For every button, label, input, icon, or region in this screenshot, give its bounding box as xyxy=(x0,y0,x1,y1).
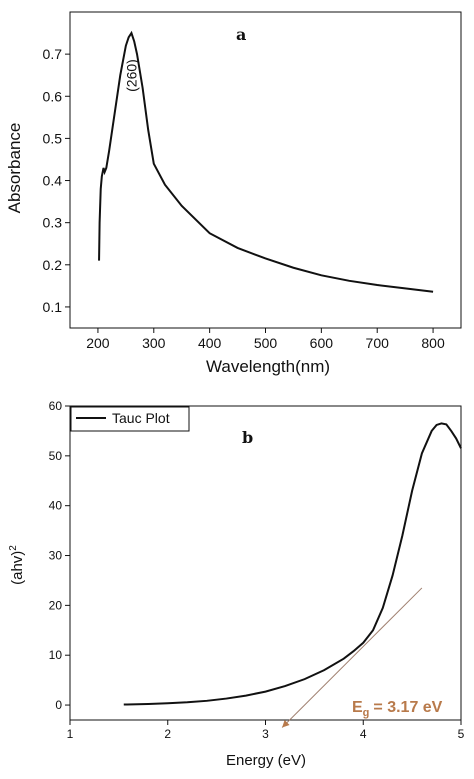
x-tick-label-a-400: 400 xyxy=(198,335,222,351)
x-tick-label-a-700: 700 xyxy=(366,335,390,351)
y-tick-label-a-0.7: 0.7 xyxy=(43,46,63,62)
y-tick-label-a-0.1: 0.1 xyxy=(43,299,63,315)
y-tick-label-a-0.3: 0.3 xyxy=(43,215,63,231)
y-axis-label-b: (ahv)2 xyxy=(8,545,26,585)
y-tick-label-b-50: 50 xyxy=(49,449,63,463)
chart-panel-a: 200 300 400 500 600 700 800 0.1 0.2 0.3 0.4 0.5 0.6… xyxy=(5,11,462,376)
x-axis-label-b: Energy (eV) xyxy=(226,752,306,769)
tauc-curve xyxy=(123,422,462,706)
legend-b: Tauc Plot xyxy=(70,406,190,432)
x-tick-label-a-200: 200 xyxy=(86,335,110,351)
y-tick-label-b-20: 20 xyxy=(49,598,63,612)
band-gap-value: = 3.17 eV xyxy=(373,699,442,716)
band-gap-symbol: E xyxy=(352,699,363,716)
x-tick-label-a-300: 300 xyxy=(142,335,166,351)
x-tick-label-b-1: 1 xyxy=(67,727,74,741)
y-axis-label-b-sup: 2 xyxy=(8,545,19,551)
x-tick-label-a-500: 500 xyxy=(254,335,278,351)
x-axis-ticks-b: 1 2 3 4 5 xyxy=(67,720,465,741)
x-axis-label-a: Wavelength(nm) xyxy=(206,357,330,376)
fit-arrowhead xyxy=(282,720,290,728)
x-axis-ticks-a: 200 300 400 500 600 700 800 xyxy=(86,328,445,351)
band-gap-annotation: Eg = 3.17 eV xyxy=(352,699,443,719)
band-gap-subscript: g xyxy=(363,707,370,719)
y-tick-label-a-0.2: 0.2 xyxy=(43,257,63,273)
panel-label-a: a xyxy=(236,25,246,44)
x-tick-label-b-4: 4 xyxy=(360,727,367,741)
legend-label-tauc: Tauc Plot xyxy=(112,410,170,426)
tauc-fit-line xyxy=(281,587,423,728)
y-tick-label-b-10: 10 xyxy=(49,648,63,662)
y-tick-label-a-0.5: 0.5 xyxy=(43,130,63,146)
y-tick-label-a-0.4: 0.4 xyxy=(43,173,63,189)
x-tick-label-b-3: 3 xyxy=(262,727,269,741)
y-axis-ticks-a: 0.1 0.2 0.3 0.4 0.5 0.6 0.7 xyxy=(43,46,70,315)
y-axis-ticks-b: 0 10 20 30 40 50 60 xyxy=(49,399,70,712)
chart-panel-b: 1 2 3 4 5 0 10 20 30 40 50 60 Tauc Plot b Eg = 3.17… xyxy=(8,399,465,769)
y-tick-label-b-30: 30 xyxy=(49,549,63,563)
y-tick-label-a-0.6: 0.6 xyxy=(43,88,63,104)
y-axis-label-b-base: (ahv) xyxy=(9,551,26,585)
y-tick-label-b-40: 40 xyxy=(49,499,63,513)
peak-annotation: (260) xyxy=(124,59,140,92)
y-axis-label-a: Absorbance xyxy=(5,123,24,214)
y-tick-label-b-0: 0 xyxy=(55,698,62,712)
x-tick-label-a-800: 800 xyxy=(421,335,445,351)
x-tick-label-b-5: 5 xyxy=(458,727,465,741)
absorbance-curve xyxy=(98,30,434,293)
x-tick-label-a-600: 600 xyxy=(310,335,334,351)
y-tick-label-b-60: 60 xyxy=(49,399,63,413)
x-tick-label-b-2: 2 xyxy=(164,727,171,741)
plot-frame-b xyxy=(69,405,462,721)
panel-label-b: b xyxy=(242,428,253,447)
